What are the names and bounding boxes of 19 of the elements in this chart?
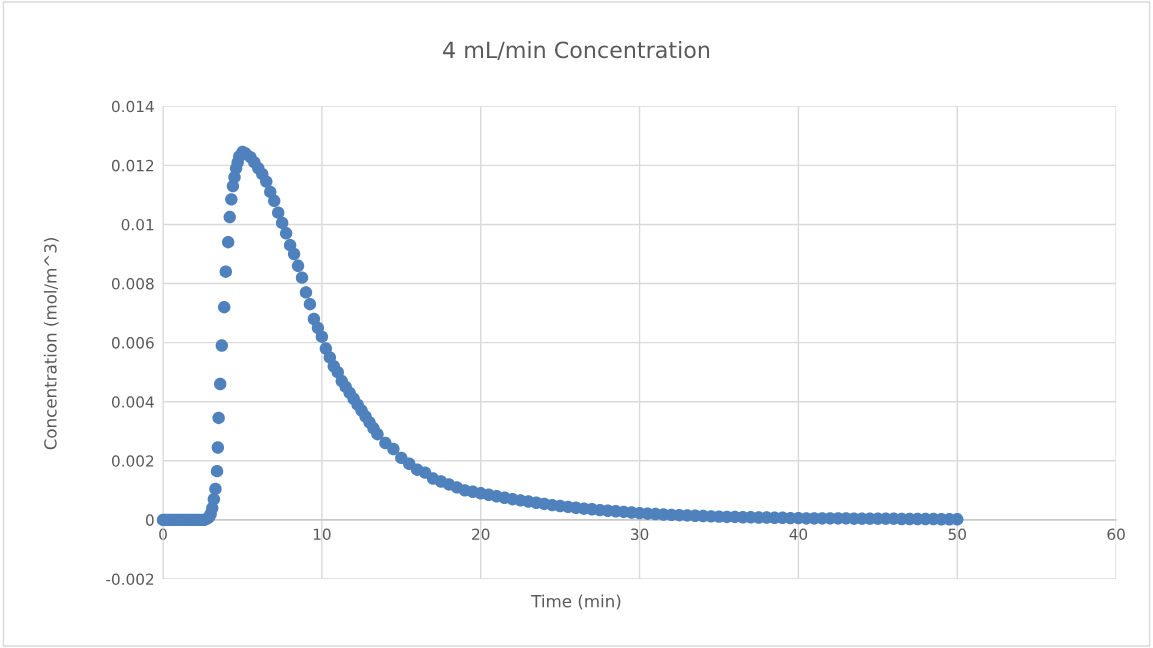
y-axis-title: Concentration (mol/m^3) <box>43 238 59 450</box>
y-tick-label: 0.008 <box>111 278 154 290</box>
x-tick-label: 20 <box>472 528 490 541</box>
x-tick-label: 50 <box>948 528 966 541</box>
x-axis-title: Time (min) <box>531 594 621 610</box>
y-tick-label: 0.01 <box>121 218 154 231</box>
x-tick-label: 40 <box>789 528 808 541</box>
y-tick-label: 0.014 <box>111 100 154 113</box>
y-tick-label: 0.002 <box>111 455 154 467</box>
y-tick-label: 0.004 <box>111 396 154 408</box>
y-tick-label: 0.006 <box>111 337 154 349</box>
x-tick-label: 30 <box>631 528 649 541</box>
chart-title: 4 mL/min Concentration <box>443 41 710 61</box>
y-tick-label: -0.002 <box>106 573 154 586</box>
x-tick-label: 0 <box>159 528 167 541</box>
x-tick-label: 60 <box>1107 528 1125 541</box>
y-tick-label: 0 <box>145 514 154 526</box>
y-tick-label: 0.012 <box>111 159 154 172</box>
x-tick-label: 10 <box>313 528 331 541</box>
